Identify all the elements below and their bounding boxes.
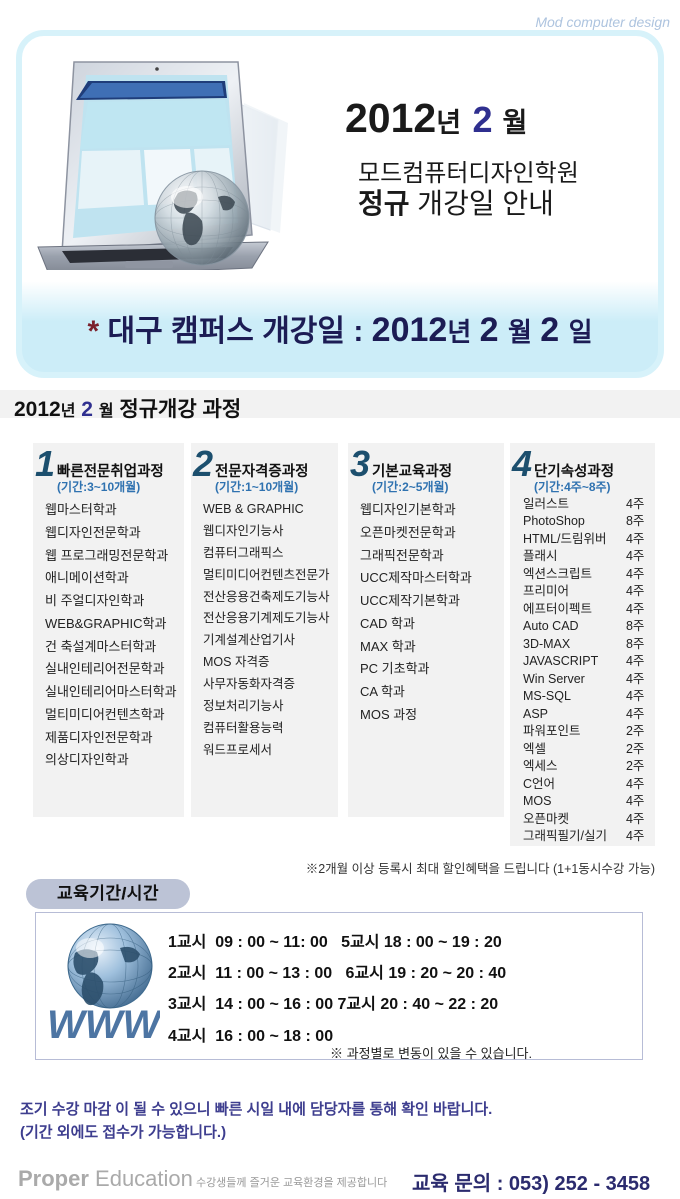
svg-text:WWW: WWW bbox=[47, 1003, 160, 1047]
